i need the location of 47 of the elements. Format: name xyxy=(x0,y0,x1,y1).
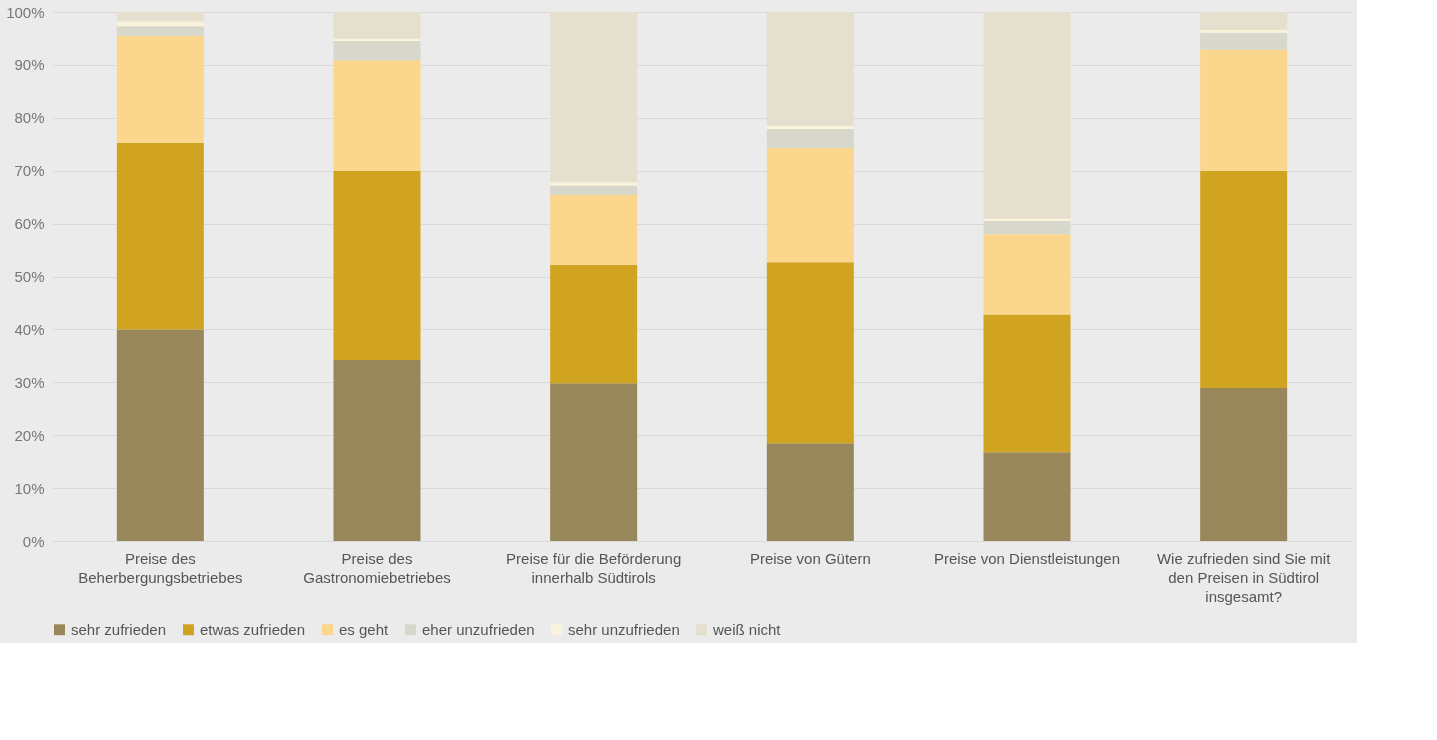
legend-label: eher unzufrieden xyxy=(422,620,535,638)
bar xyxy=(766,443,854,541)
x-tick-label: Wie zufrieden sind Sie mit den Preisen in Südtirol insgesamt? xyxy=(1156,549,1332,605)
bar xyxy=(116,142,204,330)
x-tick-label: Preise des Gastronomiebetriebes xyxy=(303,549,451,586)
bar xyxy=(116,329,204,541)
bar xyxy=(1200,170,1288,389)
y-tick-label: 100% xyxy=(6,3,45,21)
bar xyxy=(333,360,421,541)
x-tick-label: Preise des Beherbergungsbetriebes xyxy=(78,549,243,586)
bar xyxy=(333,170,421,361)
bar xyxy=(550,185,638,196)
x-tick-label: Preise von Gütern xyxy=(749,549,871,567)
y-tick-label: 20% xyxy=(14,426,45,444)
x-tick-label: Preise von Dienstleistungen xyxy=(934,549,1120,567)
y-tick-label: 90% xyxy=(14,56,45,74)
y-tick-label: 40% xyxy=(14,320,45,338)
y-tick-label: 60% xyxy=(14,215,45,233)
legend-label: weiß nicht xyxy=(712,620,782,638)
y-tick-label: 70% xyxy=(14,162,45,180)
bar xyxy=(116,26,204,36)
bar xyxy=(766,262,854,444)
bar xyxy=(1200,49,1288,171)
bar xyxy=(116,35,204,143)
legend-label: sehr unzufrieden xyxy=(568,620,680,638)
y-tick-label: 10% xyxy=(14,479,45,497)
legend-label: es geht xyxy=(339,620,390,638)
bar xyxy=(983,220,1071,235)
legend-label: sehr zufrieden xyxy=(71,620,167,638)
y-tick-label: 0% xyxy=(22,532,45,550)
bar xyxy=(550,383,638,541)
bar xyxy=(1200,32,1288,50)
bar xyxy=(983,234,1071,315)
bar xyxy=(983,314,1071,453)
bar xyxy=(333,41,421,61)
bar xyxy=(766,147,854,263)
bar xyxy=(550,264,638,384)
bar xyxy=(983,452,1071,541)
y-tick-label: 50% xyxy=(14,268,45,285)
bar xyxy=(1200,388,1288,541)
legend-label: etwas zufrieden xyxy=(200,620,306,638)
bar xyxy=(333,60,421,171)
bar xyxy=(766,128,854,148)
bar xyxy=(550,195,638,265)
x-tick-label: Preise für die Beförderung innerhalb Südtirols xyxy=(506,549,682,586)
y-tick-label: 80% xyxy=(14,109,45,127)
y-tick-label: 30% xyxy=(14,373,45,391)
